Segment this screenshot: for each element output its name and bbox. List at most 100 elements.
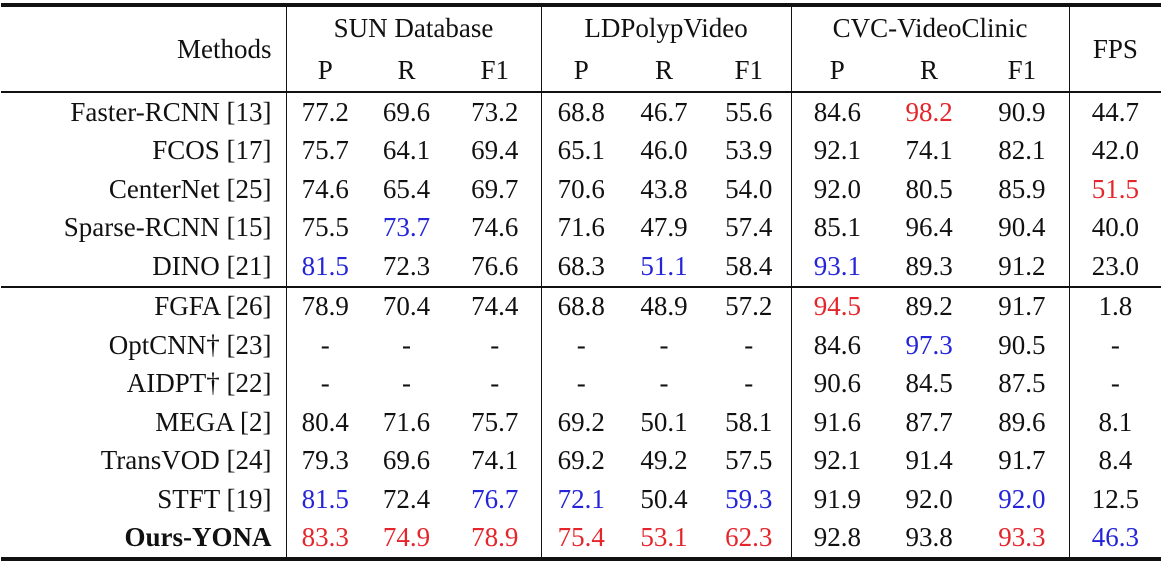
table-cell: 90.9 bbox=[998, 96, 1046, 127]
table-row: Ours-YONA 83.3 74.9 78.9 75.4 53.1 62.3 92.8 93.… bbox=[1, 518, 1162, 559]
subheader: F1 bbox=[734, 54, 764, 85]
table-cell: 69.6 bbox=[382, 445, 431, 476]
table-cell: 84.5 bbox=[905, 368, 953, 399]
table-cell: 78.9 bbox=[471, 522, 519, 553]
table-cell: 42.0 bbox=[1068, 131, 1162, 170]
table-row: AIDPT† [22] - - - - - -90.6 84.5 87.5- bbox=[1, 364, 1162, 403]
table-cell: - bbox=[540, 364, 622, 403]
table-cell: 91.6 bbox=[790, 403, 884, 442]
table-cell: 53.1 bbox=[640, 522, 688, 553]
subheader: F1 bbox=[480, 54, 510, 85]
table-cell: 81.5 bbox=[285, 480, 364, 519]
table-cell: 57.4 bbox=[725, 212, 773, 243]
table-cell: 93.3 bbox=[998, 522, 1046, 553]
method-name: CenterNet [25] bbox=[108, 173, 272, 204]
table-cell: 54.0 bbox=[725, 173, 773, 204]
table-cell: 8.1 bbox=[1068, 403, 1162, 442]
table-cell: 65.1 bbox=[540, 131, 622, 170]
table-cell: 1.8 bbox=[1068, 286, 1162, 326]
table-cell: 85.9 bbox=[998, 173, 1046, 204]
table-cell: 90.5 bbox=[998, 329, 1046, 360]
group-header: LDPolypVideo bbox=[540, 5, 792, 49]
subheader: R bbox=[655, 54, 674, 85]
table-cell: 75.7 bbox=[285, 131, 364, 170]
table-cell: - bbox=[402, 329, 411, 360]
table-cell: 90.6 bbox=[790, 364, 884, 403]
table-cell: 68.8 bbox=[540, 92, 622, 132]
table-cell: 71.6 bbox=[540, 208, 622, 247]
table-cell: 58.1 bbox=[725, 406, 773, 437]
table-cell: 76.7 bbox=[471, 483, 519, 514]
table-row: Faster-RCNN [13] 77.2 69.6 73.2 68.8 46.7 55.6… bbox=[1, 92, 1162, 132]
table-cell: 98.2 bbox=[905, 96, 953, 127]
table-section: Faster-RCNN [13] 77.2 69.6 73.2 68.8 46.7 55.6… bbox=[1, 92, 1162, 287]
table-cell: 84.6 bbox=[790, 326, 884, 365]
table-cell: 89.2 bbox=[905, 291, 953, 322]
method-name: TransVOD [24] bbox=[100, 445, 272, 476]
table-cell: 91.2 bbox=[998, 250, 1046, 281]
table-cell: 12.5 bbox=[1068, 480, 1162, 519]
table-cell: 8.4 bbox=[1068, 441, 1162, 480]
table-cell: - bbox=[285, 364, 364, 403]
table-cell: 93.8 bbox=[905, 522, 953, 553]
table-cell: 69.4 bbox=[471, 135, 519, 166]
table-cell: 74.6 bbox=[471, 212, 519, 243]
fps-header: FPS bbox=[1068, 5, 1162, 92]
table-cell: - bbox=[744, 368, 754, 399]
subheader-row: P R F1 P R F1 P R F1 bbox=[1, 49, 1161, 92]
table-cell: 72.4 bbox=[382, 483, 431, 514]
table-cell: 51.1 bbox=[640, 250, 688, 281]
table-cell: 94.5 bbox=[790, 286, 884, 326]
table-cell: 79.3 bbox=[285, 441, 364, 480]
table-cell: 51.5 bbox=[1068, 170, 1162, 209]
table-cell: 73.2 bbox=[471, 96, 519, 127]
table-cell: 69.6 bbox=[382, 96, 431, 127]
table-cell: 57.5 bbox=[725, 445, 773, 476]
table-cell: 75.4 bbox=[540, 518, 622, 559]
table-cell: 80.5 bbox=[905, 173, 953, 204]
results-table: Methods SUN Database LDPolypVideo CVC-Vi… bbox=[1, 3, 1162, 561]
method-name: OptCNN† [23] bbox=[108, 329, 272, 360]
table-row: CenterNet [25] 74.6 65.4 69.7 70.6 43.8 54.0 92… bbox=[1, 170, 1162, 209]
table-cell: 91.7 bbox=[998, 291, 1046, 322]
table-cell: 81.5 bbox=[285, 247, 364, 287]
table-cell: 92.0 bbox=[998, 483, 1046, 514]
table-cell: 59.3 bbox=[725, 483, 773, 514]
table-cell: 97.3 bbox=[905, 329, 953, 360]
method-name: FGFA [26] bbox=[154, 291, 272, 322]
table-cell: 68.3 bbox=[540, 247, 622, 287]
table-cell: 75.7 bbox=[471, 406, 519, 437]
subheader: F1 bbox=[1007, 54, 1037, 85]
methods-header: Methods bbox=[177, 33, 272, 64]
table-cell: 90.4 bbox=[998, 212, 1046, 243]
table-cell: 93.1 bbox=[790, 247, 884, 287]
table-row: MEGA [2] 80.4 71.6 75.7 69.2 50.1 58.1 91.6 87.7… bbox=[1, 403, 1162, 442]
table-cell: 87.7 bbox=[905, 406, 953, 437]
table-cell: - bbox=[490, 329, 500, 360]
method-name: DINO [21] bbox=[152, 250, 272, 281]
table-row: Sparse-RCNN [15] 75.5 73.7 74.6 71.6 47.9 57.4… bbox=[1, 208, 1162, 247]
table-cell: 76.6 bbox=[471, 250, 519, 281]
group-header: CVC-VideoClinic bbox=[790, 5, 1070, 49]
table-cell: 91.9 bbox=[790, 480, 884, 519]
table-cell: 83.3 bbox=[285, 518, 364, 559]
table-cell: 78.9 bbox=[285, 286, 364, 326]
table-cell: 77.2 bbox=[285, 92, 364, 132]
table-cell: 92.8 bbox=[790, 518, 884, 559]
table-cell: 72.3 bbox=[382, 250, 431, 281]
table-cell: 74.1 bbox=[905, 135, 953, 166]
table-cell: 92.0 bbox=[905, 483, 953, 514]
table-row: OptCNN† [23] - - - - - -84.6 97.3 90.5- bbox=[1, 326, 1162, 365]
header-row: Methods SUN Database LDPolypVideo CVC-Vi… bbox=[1, 5, 1162, 92]
table-cell: 55.6 bbox=[725, 96, 773, 127]
table-cell: 92.1 bbox=[790, 441, 884, 480]
table-header: Methods SUN Database LDPolypVideo CVC-Vi… bbox=[1, 5, 1162, 92]
method-name: MEGA [2] bbox=[155, 406, 272, 437]
table-cell: 50.1 bbox=[640, 406, 688, 437]
method-name: FCOS [17] bbox=[152, 135, 272, 166]
table-cell: 69.2 bbox=[540, 441, 622, 480]
method-name: AIDPT† [22] bbox=[126, 368, 272, 399]
table-cell: 40.0 bbox=[1068, 208, 1162, 247]
table-cell: - bbox=[659, 368, 669, 399]
table-cell: - bbox=[540, 326, 622, 365]
